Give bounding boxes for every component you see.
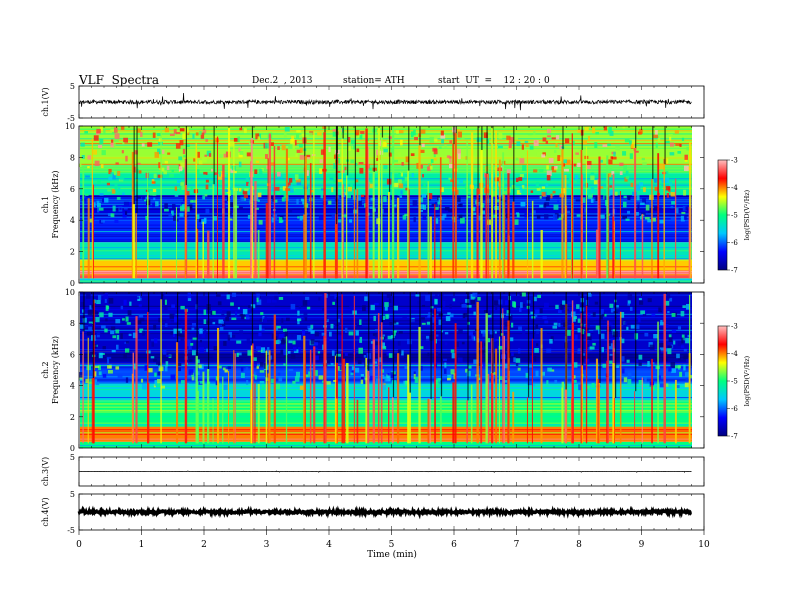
ch2-spectrogram-ytick: 0 [70, 444, 75, 453]
ch4-waveform-ylabel: ch.4(V) [41, 497, 50, 526]
ch1-spectrogram-colorbar-tick: -6 [731, 239, 738, 247]
ch2-spectrogram-band [80, 401, 692, 427]
x-axis-label: Time (min) [367, 549, 417, 560]
ch3-waveform-ylabel: ch.3(V) [41, 457, 50, 486]
ch2-spectrogram-band [80, 441, 692, 448]
ch1-spectrogram-ytick: 8 [70, 153, 75, 162]
x-tick-label: 2 [201, 540, 207, 550]
chart-title: VLF Spectra [79, 73, 160, 87]
ch1-waveform-ytick: 5 [70, 82, 75, 91]
ch1-spectrogram-band [80, 217, 692, 243]
ch1-spectrogram-colorbar [717, 159, 728, 271]
ch2-spectrogram-band [80, 382, 692, 402]
ch1-spectrogram-ylabel: Frequency (kHz) [51, 170, 60, 238]
ch2-spectrogram-ytick: 8 [70, 319, 75, 328]
ch1-spectrogram-ytick: 2 [70, 248, 75, 257]
ch4-waveform-ytick: 5 [70, 490, 75, 499]
ch1-waveform-trace [78, 92, 692, 111]
ch4-waveform-ytick: -5 [67, 526, 75, 535]
ch2-spectrogram-colorbar-tick: -7 [731, 433, 738, 441]
ch1-spectrogram: 0 2 4 6 8 10 ch.1 Frequency (kHz) -3 -4 -5 -6 -7 log(… [41, 122, 751, 288]
ch1-spectrogram-band [80, 259, 692, 271]
x-axis: 0 1 2 3 4 5 6 7 8 9 10 Time (min) [76, 530, 710, 560]
ch1-spectrogram-colorbar-tick: -7 [731, 267, 738, 275]
ch2-spectrogram-colorbar-label: log(PSD(V²/Hz) [743, 355, 751, 406]
ch1-spectrogram-channel-label: ch.1 [41, 196, 50, 213]
x-tick-label: 0 [76, 540, 82, 550]
date-label: Dec.2 , 2013 [252, 76, 313, 86]
x-tick-label: 5 [389, 540, 395, 550]
ch2-spectrogram-colorbar [717, 325, 728, 437]
ch2-spectrogram-ytick: 10 [65, 288, 75, 297]
ch1-spectrogram-colorbar-tick: -4 [731, 184, 738, 192]
ch2-spectrogram-ytick: 2 [70, 413, 75, 422]
x-tick-label: 6 [451, 540, 457, 550]
station-label: station= ATH [343, 76, 405, 86]
ch1-spectrogram-colorbar-tick: -3 [731, 157, 738, 165]
start-time-label: start UT = 12 : 20 : 0 [438, 76, 550, 86]
x-tick-label: 10 [698, 540, 710, 550]
ch1-spectrogram-colorbar-tick: -5 [731, 212, 738, 220]
x-tick-label: 8 [576, 540, 582, 550]
x-tick-label: 4 [326, 540, 332, 550]
ch2-spectrogram: 0 2 4 6 8 10 ch.2 Frequency (kHz) -3 -4 -5 -6 -7 log(… [41, 288, 751, 453]
ch2-spectrogram-ytick: 4 [70, 382, 75, 391]
ch2-spectrogram-channel-label: ch.2 [41, 361, 50, 378]
ch1-spectrogram-ytick: 0 [70, 279, 75, 288]
x-tick-label: 1 [139, 540, 145, 550]
ch1-spectrogram-ytick: 6 [70, 185, 75, 194]
ch2-spectrogram-ytick: 6 [70, 350, 75, 359]
ch3-waveform-ytick: 5 [70, 453, 75, 462]
ch1-waveform-ytick: -5 [67, 114, 75, 123]
ch1-spectrogram-colorbar-label: log(PSD(V²/Hz) [743, 189, 751, 240]
ch3-waveform-trace [78, 470, 692, 474]
x-tick-label: 7 [514, 540, 520, 550]
ch1-waveform-ylabel: ch.1(V) [41, 87, 50, 116]
ch2-spectrogram-colorbar-tick: -3 [731, 323, 738, 331]
x-tick-label: 3 [264, 540, 270, 550]
ch2-spectrogram-colorbar-tick: -4 [731, 350, 738, 358]
ch2-spectrogram-ylabel: Frequency (kHz) [51, 336, 60, 404]
ch1-spectrogram-ytick: 4 [70, 216, 75, 225]
x-tick-label: 9 [639, 540, 645, 550]
ch4-waveform-trace [77, 505, 693, 520]
ch2-spectrogram-colorbar-tick: -5 [731, 378, 738, 386]
ch1-spectrogram-ytick: 10 [65, 122, 75, 131]
ch2-spectrogram-colorbar-tick: -6 [731, 405, 738, 413]
